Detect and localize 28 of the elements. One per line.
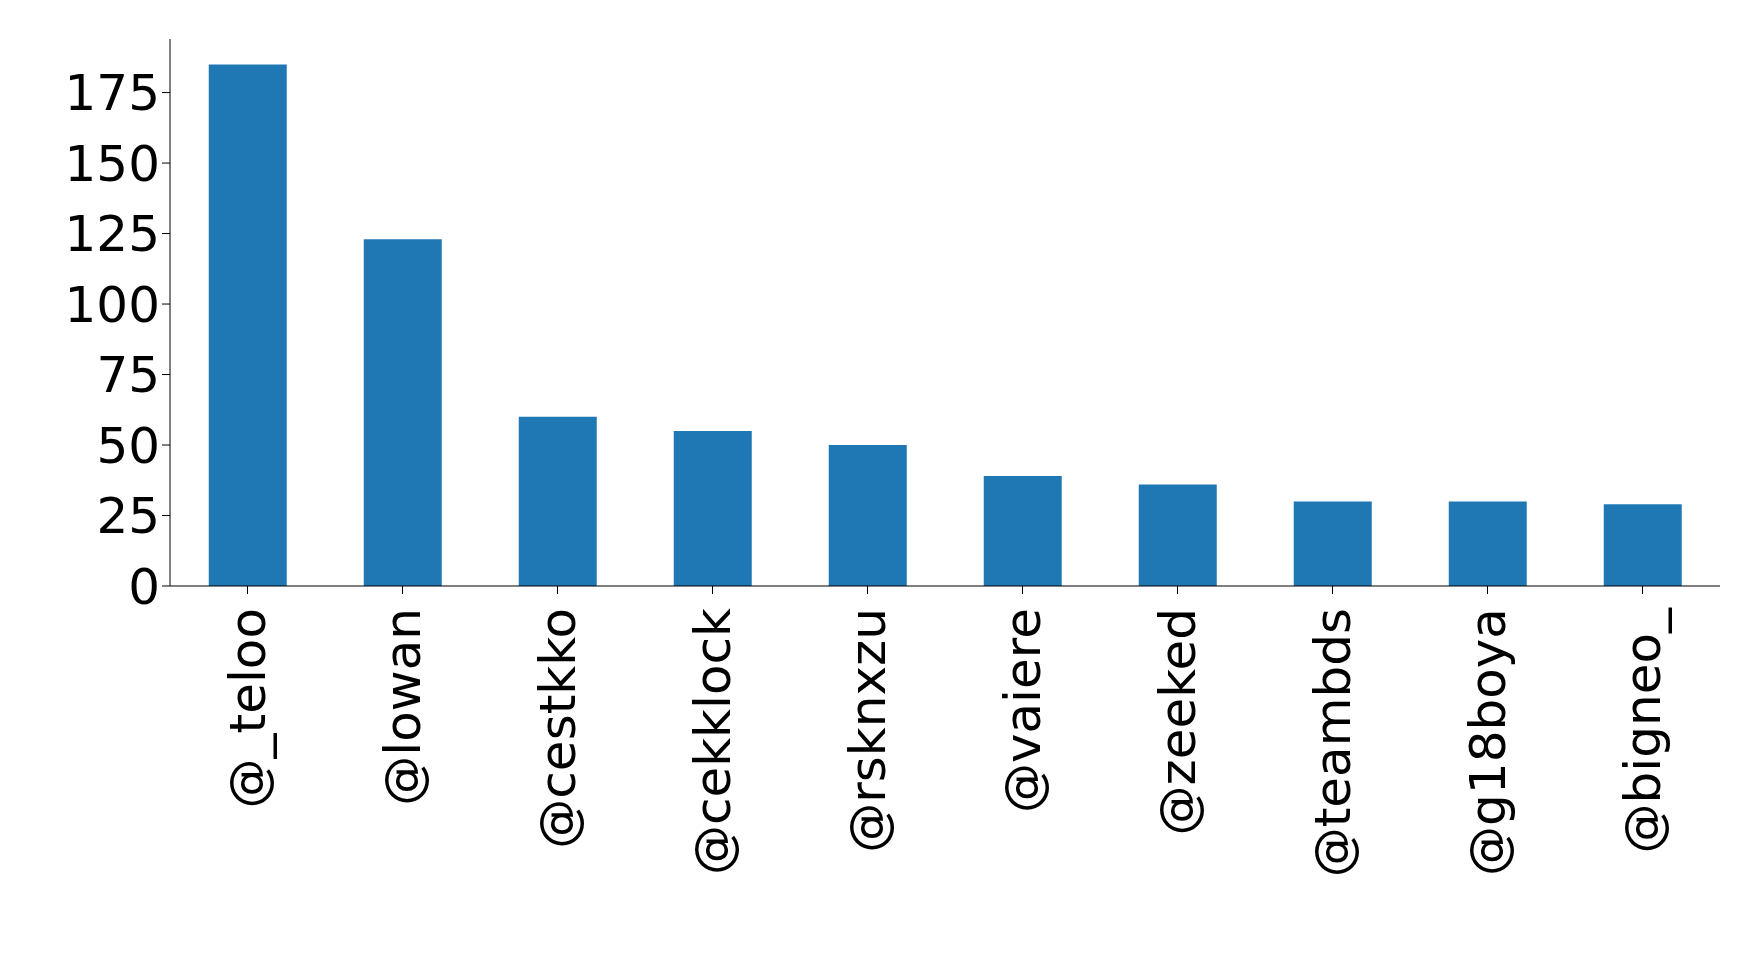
- bar: [1448, 501, 1527, 586]
- bar: [673, 430, 752, 586]
- x-tick-label: @lowan: [373, 608, 432, 806]
- y-tick-label: 100: [64, 275, 160, 334]
- bar: [363, 239, 442, 586]
- y-tick-label: 125: [64, 205, 160, 264]
- y-tick-label: 0: [128, 557, 160, 616]
- x-tick-label: @cekklock: [683, 607, 742, 876]
- y-tick-label: 75: [96, 346, 160, 405]
- bar: [1603, 504, 1682, 586]
- bar: [828, 445, 907, 586]
- x-tick-label: @rsknxzu: [838, 608, 897, 853]
- bar: [1293, 501, 1372, 586]
- x-tick-label: @teambds: [1303, 608, 1362, 878]
- bar: [518, 416, 597, 586]
- y-tick-label: 50: [96, 416, 160, 475]
- y-tick-label: 150: [64, 134, 160, 193]
- x-tick-label: @zeeked: [1148, 608, 1207, 836]
- bar: [208, 64, 287, 586]
- x-tick-label: @bigneo_: [1613, 607, 1672, 854]
- bar: [1138, 484, 1217, 586]
- y-tick-label: 175: [64, 64, 160, 123]
- x-tick-label: @cestkko: [528, 608, 587, 849]
- x-tick-label: @vaiere: [993, 608, 1052, 814]
- bar: [983, 476, 1062, 586]
- x-tick-label: @_teloo: [218, 608, 277, 809]
- y-tick-label: 25: [96, 487, 160, 546]
- x-tick-label: @g18boya: [1458, 608, 1517, 876]
